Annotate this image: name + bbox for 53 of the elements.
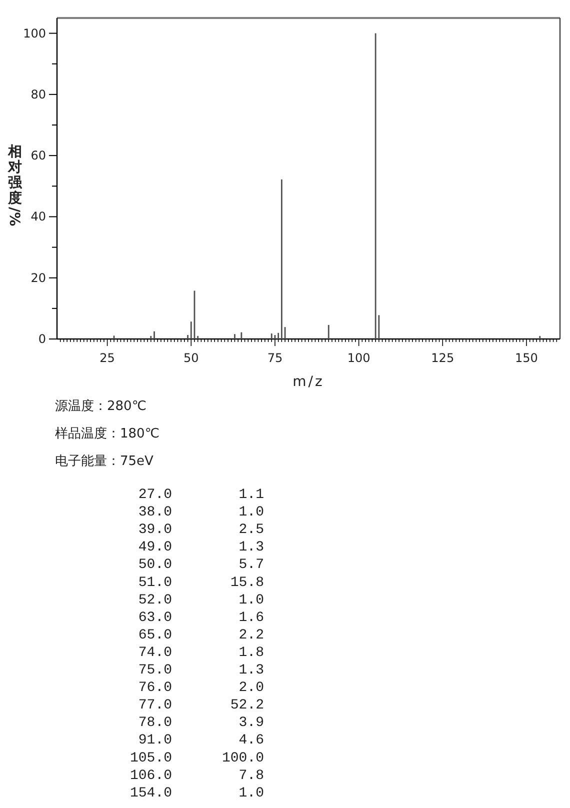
text: 4.6 — [238, 732, 264, 749]
y-tick-label: 100 — [23, 26, 46, 40]
text: 78.0 — [138, 715, 172, 732]
text: 52.2 — [230, 698, 264, 714]
text: 76.0 — [138, 680, 172, 696]
text: 91.0 — [138, 732, 172, 749]
y-tick-label: 40 — [30, 210, 46, 224]
text: 1.8 — [238, 644, 264, 661]
text: 15.8 — [230, 574, 264, 591]
text: 49.0 — [138, 540, 172, 556]
text: 7.8 — [238, 768, 264, 784]
x-axis-title: m/z — [292, 374, 324, 390]
text: 1.0 — [238, 504, 264, 521]
text: 样品温度：180℃ — [55, 426, 160, 442]
text: 1.1 — [238, 487, 264, 503]
text: 2.5 — [238, 522, 264, 538]
text: 154.0 — [130, 785, 172, 802]
x-tick-label: 50 — [183, 351, 199, 365]
text: 电子能量：75eV — [55, 454, 154, 469]
y-tick-label: 80 — [30, 87, 46, 102]
text: 106.0 — [130, 768, 172, 784]
text: 39.0 — [138, 522, 172, 538]
x-tick-label: 100 — [347, 351, 370, 365]
text: 1.3 — [238, 540, 264, 556]
text: 1.6 — [238, 610, 264, 626]
text: 52.0 — [138, 592, 172, 608]
text: 75.0 — [138, 662, 172, 678]
text: 50.0 — [138, 557, 172, 574]
x-tick-label: 125 — [431, 351, 454, 365]
text: 2.0 — [238, 680, 264, 696]
text: 100.0 — [222, 750, 264, 766]
x-tick-label: 75 — [267, 351, 283, 365]
text: 5.7 — [238, 557, 264, 574]
text: 源温度：280℃ — [55, 398, 146, 414]
text: 1.0 — [238, 785, 264, 802]
text: 77.0 — [138, 698, 172, 714]
text: 3.9 — [238, 715, 264, 732]
y-tick-label: 60 — [30, 148, 46, 163]
text: 27.0 — [138, 487, 172, 503]
text: 51.0 — [138, 574, 172, 591]
y-tick-label: 20 — [30, 270, 46, 285]
text: 1.0 — [238, 592, 264, 608]
text: 1.3 — [238, 662, 264, 678]
text: 105.0 — [130, 750, 172, 766]
text: 63.0 — [138, 610, 172, 626]
x-tick-label: 150 — [515, 351, 538, 365]
y-tick-label: 0 — [38, 332, 46, 346]
y-axis-title: 相对强度/% — [6, 144, 23, 226]
text: 74.0 — [138, 644, 172, 661]
x-tick-label: 25 — [100, 351, 115, 365]
text: 65.0 — [138, 627, 172, 644]
text: 38.0 — [138, 504, 172, 521]
text: 2.2 — [238, 627, 264, 644]
